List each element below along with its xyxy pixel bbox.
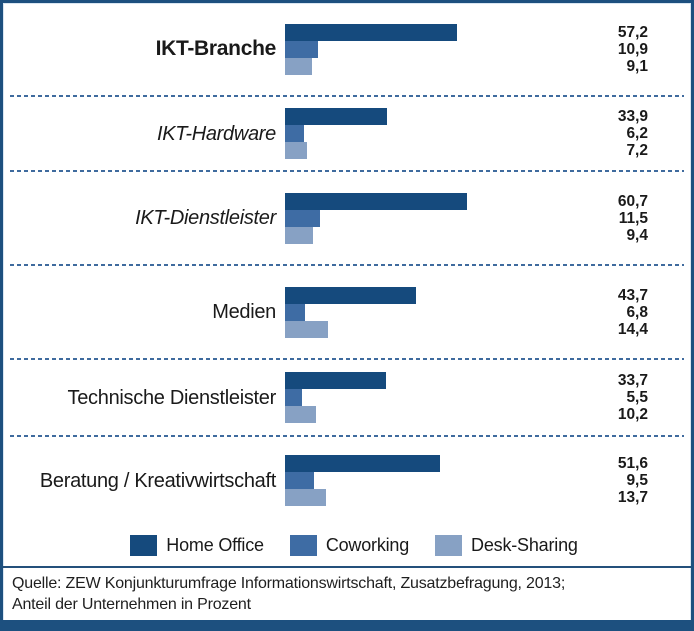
bar-desk-sharing — [285, 320, 329, 338]
row-separator-dashed — [10, 264, 684, 266]
bar-home-office — [285, 372, 387, 389]
legend: Home Office Coworking Desk-Sharing — [3, 524, 691, 566]
value-desk-sharing: 7,2 — [626, 142, 648, 159]
category-row-ikt-dienstleister: IKT-Dienstleister 60,7 11,5 9,4 — [3, 172, 691, 264]
legend-label: Desk-Sharing — [471, 534, 578, 555]
value-labels: 43,7 6,8 14,4 — [553, 287, 648, 338]
value-home-office: 43,7 — [617, 286, 648, 304]
source-note: Quelle: ZEW Konjunkturumfrage Informatio… — [3, 566, 691, 619]
bar-coworking — [285, 472, 314, 489]
bar-group — [285, 23, 553, 75]
value-coworking: 6,8 — [626, 303, 648, 321]
value-labels: 33,7 5,5 10,2 — [553, 372, 648, 423]
row-separator-dashed — [10, 358, 684, 360]
bar-group — [285, 372, 553, 423]
value-labels: 60,7 11,5 9,4 — [553, 193, 648, 244]
bar-home-office — [285, 108, 387, 125]
category-row-medien: Medien 43,7 6,8 14,4 — [3, 266, 691, 358]
value-coworking: 10,9 — [617, 40, 648, 58]
legend-item-home-office: Home Office — [130, 534, 264, 556]
value-home-office: 33,9 — [617, 108, 648, 125]
legend-swatch-home-office — [130, 534, 158, 556]
value-desk-sharing: 13,7 — [617, 489, 648, 506]
bar-group — [285, 286, 553, 338]
row-separator-dashed — [10, 170, 684, 172]
bar-coworking — [285, 303, 306, 321]
value-desk-sharing: 14,4 — [617, 320, 648, 338]
legend-swatch-desk-sharing — [435, 534, 463, 556]
chart-rows: IKT-Branche 57,2 10,9 9,1 IKT-Hardware 33,9 6,… — [3, 3, 691, 524]
row-separator-dashed — [10, 435, 684, 437]
category-row-technische-dienstleister: Technische Dienstleister 33,7 5,5 10,2 — [3, 360, 691, 435]
category-label: IKT-Dienstleister — [135, 207, 276, 229]
bar-group — [285, 108, 553, 159]
bar-home-office — [285, 286, 417, 304]
category-row-beratung-kreativwirtschaft: Beratung / Kreativwirtschaft 51,6 9,5 13,7 — [3, 437, 691, 524]
bar-home-office — [285, 23, 457, 41]
bar-desk-sharing — [285, 406, 316, 423]
bar-coworking — [285, 389, 302, 406]
source-line-2: Anteil der Unternehmen in Prozent — [12, 596, 251, 613]
value-home-office: 60,7 — [617, 192, 648, 210]
bar-group — [285, 192, 553, 244]
value-coworking: 6,2 — [626, 125, 648, 142]
value-home-office: 51,6 — [617, 455, 648, 472]
value-desk-sharing: 9,4 — [626, 226, 648, 244]
legend-item-desk-sharing: Desk-Sharing — [435, 534, 578, 556]
value-labels: 51,6 9,5 13,7 — [553, 455, 648, 506]
category-label: IKT-Hardware — [156, 122, 276, 145]
bar-desk-sharing — [285, 57, 313, 75]
legend-item-coworking: Coworking — [289, 534, 410, 556]
bar-coworking — [285, 125, 304, 142]
bar-coworking — [285, 209, 320, 227]
bar-home-office — [285, 455, 440, 472]
value-desk-sharing: 9,1 — [626, 57, 648, 75]
bar-desk-sharing — [285, 226, 314, 244]
row-separator-dashed — [10, 95, 684, 97]
value-labels: 57,2 10,9 9,1 — [553, 24, 648, 75]
value-home-office: 57,2 — [617, 23, 648, 41]
value-desk-sharing: 10,2 — [617, 406, 648, 423]
source-line-1: Quelle: ZEW Konjunkturumfrage Informatio… — [12, 575, 566, 592]
value-home-office: 33,7 — [617, 372, 648, 389]
category-label: IKT-Branche — [155, 37, 277, 61]
bar-desk-sharing — [285, 142, 307, 159]
category-row-ikt-hardware: IKT-Hardware 33,9 6,2 7,2 — [3, 97, 691, 170]
bar-desk-sharing — [285, 489, 327, 506]
bar-home-office — [285, 192, 468, 210]
bar-group — [285, 455, 553, 506]
value-coworking: 9,5 — [626, 472, 648, 489]
legend-label: Home Office — [166, 534, 264, 555]
value-labels: 33,9 6,2 7,2 — [553, 108, 648, 159]
legend-label: Coworking — [325, 534, 410, 555]
value-coworking: 11,5 — [618, 209, 648, 227]
bottom-accent-bar — [3, 620, 691, 628]
bar-coworking — [285, 40, 318, 58]
category-label: Beratung / Kreativwirtschaft — [39, 469, 276, 492]
value-coworking: 5,5 — [626, 389, 648, 406]
category-label: Medien — [212, 301, 276, 323]
legend-swatch-coworking — [289, 534, 317, 556]
category-label: Technische Dienstleister — [67, 386, 277, 409]
category-row-ikt-branche: IKT-Branche 57,2 10,9 9,1 — [3, 3, 691, 95]
